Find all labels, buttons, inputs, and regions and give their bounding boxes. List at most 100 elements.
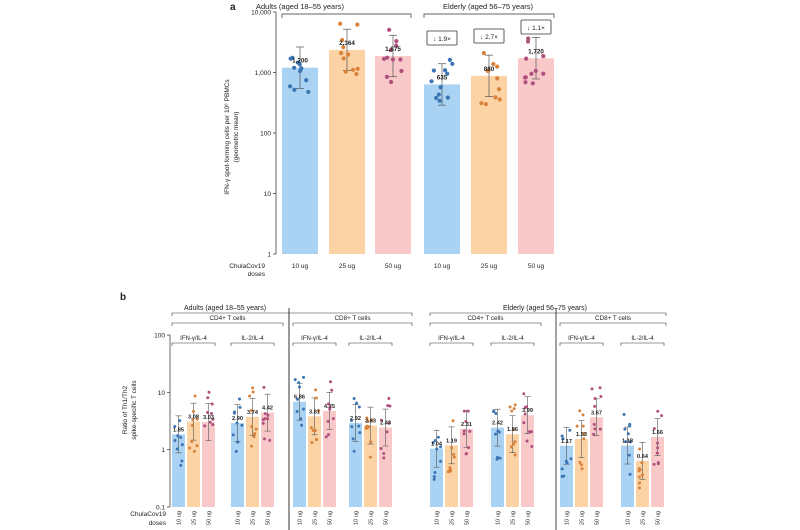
panel-b-data-point: [234, 449, 238, 453]
panel-b-data-point: [436, 435, 440, 439]
panel-b-data-point: [231, 433, 235, 437]
panel-b-bar: [521, 415, 534, 507]
panel-b-data-point: [210, 402, 214, 406]
panel-b-value-label: 4.42: [262, 406, 273, 412]
panel-a-data-point: [495, 64, 500, 69]
panel-b-value-label: 2.90: [232, 416, 243, 422]
panel-b-data-point: [494, 432, 498, 436]
panel-b-data-point: [300, 423, 304, 427]
panel-b-data-point: [248, 394, 252, 398]
panel-b-data-point: [192, 449, 196, 453]
panel-b-data-point: [251, 390, 255, 394]
panel-b-data-point: [652, 427, 656, 431]
panel-b-bar: [491, 427, 504, 507]
panel-b-data-point: [511, 428, 515, 432]
panel-b-data-point: [324, 435, 328, 439]
panel-b-bracket-cd8: [559, 322, 667, 326]
panel-b-value-label: 4.75: [324, 404, 335, 410]
panel-b-cd4-label: CD4+ T cells: [210, 315, 246, 322]
panel-b-bar: [651, 437, 664, 507]
panel-b-data-point: [582, 432, 586, 436]
panel-b-data-point: [313, 428, 317, 432]
panel-a-xtitle-2: doses: [248, 271, 266, 278]
panel-b-bar: [172, 434, 185, 507]
panel-b-data-point: [302, 407, 306, 411]
panel-b-bar: [323, 410, 336, 507]
panel-b-data-point: [195, 444, 199, 448]
panel-b-data-point: [431, 441, 435, 445]
panel-b-data-point: [385, 430, 389, 434]
panel-b-bracket-elderly: [429, 312, 667, 316]
panel-b-data-point: [173, 438, 177, 442]
panel-b-data-point: [266, 413, 270, 417]
panel-a-xtick-label: 25 ug: [339, 263, 356, 270]
panel-b-bar: [445, 445, 458, 507]
panel-b-xtick-label: 25 ug: [580, 511, 586, 525]
panel-a-ylabel-1: IFN-γ spot-forming cells per 10⁶ PBMCs: [224, 79, 231, 195]
panel-b-xtick-label: 25 ug: [313, 511, 319, 525]
panel-a-data-point: [493, 95, 498, 100]
panel-b-data-point: [176, 434, 180, 438]
panel-b-data-point: [656, 441, 660, 445]
panel-a-data-point: [290, 55, 295, 60]
panel-b-xtick-label: 25 ug: [511, 511, 517, 525]
panel-b-data-point: [175, 447, 179, 451]
panel-b-data-point: [299, 417, 303, 421]
panel-b-ratio-label: IFN-γ/IL-4: [438, 336, 465, 342]
panel-b-bracket-ratio: [490, 342, 535, 346]
panel-b-data-point: [578, 409, 582, 413]
panel-b-data-point: [592, 432, 596, 436]
panel-a-data-point: [529, 71, 534, 76]
panel-b-data-point: [530, 445, 534, 449]
panel-b-data-point: [173, 425, 177, 429]
panel-b-data-point: [268, 438, 272, 442]
panel-b-data-point: [209, 412, 213, 416]
panel-b-data-point: [433, 438, 437, 442]
panel-b-data-point: [263, 412, 267, 416]
panel-a-bracket-elderly: [423, 13, 555, 18]
panel-b-data-point: [327, 433, 331, 437]
panel-b-data-point: [592, 422, 596, 426]
panel-a-data-point: [338, 21, 343, 26]
panel-a-bracket-adults: [281, 13, 412, 18]
panel-a-data-point: [355, 22, 360, 27]
panel-b-ratio-label: IFN-γ/IL-4: [568, 336, 595, 342]
panel-b-data-point: [326, 419, 330, 423]
panel-a-fold-change-label: ↓ 1.1×: [527, 25, 545, 32]
panel-b-data-point: [350, 425, 354, 429]
panel-b-xtick-label: 10 ug: [626, 511, 632, 525]
panel-a-fold-change-box: [473, 28, 505, 44]
panel-b-bracket-cd4: [171, 322, 284, 326]
panel-b-xtick-label: 25 ug: [450, 511, 456, 525]
panel-a-data-point: [491, 61, 496, 67]
panel-a-data-point: [496, 87, 502, 92]
panel-b-data-point: [579, 463, 583, 467]
panel-b-data-point: [297, 385, 301, 389]
panel-a-data-point: [398, 57, 403, 62]
panel-b-data-point: [328, 407, 332, 411]
panel-a-data-point: [431, 68, 437, 73]
panel-b-data-point: [250, 409, 254, 413]
panel-b-data-point: [464, 420, 468, 424]
panel-b-data-point: [568, 428, 572, 432]
panel-b-data-point: [293, 378, 297, 382]
panel-b-data-point: [368, 455, 372, 459]
panel-b-bar: [364, 425, 377, 507]
panel-b-data-point: [580, 467, 584, 471]
panel-a-bar: [282, 67, 318, 254]
panel-b-data-point: [598, 386, 602, 390]
panel-b-bar: [379, 427, 392, 507]
panel-b-data-point: [311, 428, 315, 432]
panel-b-bar: [231, 423, 244, 507]
panel-a-label: a: [230, 2, 236, 13]
panel-a-data-point: [388, 79, 394, 85]
panel-b-xtick-label: 50 ug: [656, 511, 662, 525]
panel-b-bracket-ratio: [171, 342, 216, 346]
panel-b-data-point: [254, 427, 258, 431]
panel-a-data-point: [384, 74, 390, 80]
panel-b-data-point: [178, 419, 182, 423]
panel-b-data-point: [253, 432, 257, 436]
panel-b-xtick-label: 10 ug: [354, 511, 360, 525]
panel-b-data-point: [366, 419, 370, 423]
